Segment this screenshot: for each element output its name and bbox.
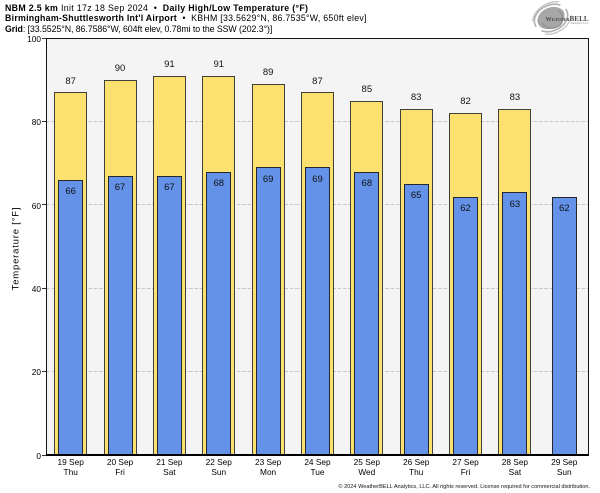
svg-text:WEATHERBELL: WEATHERBELL bbox=[546, 15, 589, 23]
svg-text:Analytics LLC: Analytics LLC bbox=[571, 21, 589, 25]
